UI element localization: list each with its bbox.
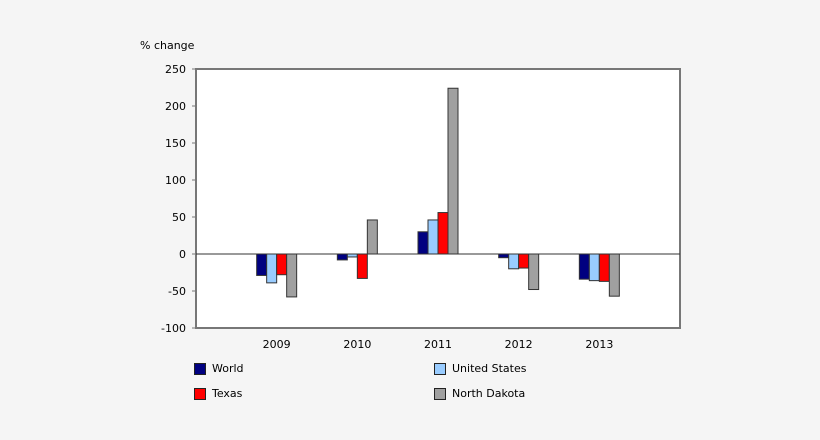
bar-north-dakota-2011 xyxy=(447,87,459,255)
bar-texas-2009 xyxy=(276,253,288,276)
bar-north-dakota-2012 xyxy=(528,253,540,291)
bar-world-2011 xyxy=(417,231,429,255)
legend-label: United States xyxy=(452,362,527,375)
plot-area xyxy=(195,68,681,329)
x-tick-label: 2012 xyxy=(505,338,533,351)
bar-world-2010 xyxy=(336,253,348,261)
y-tick-label: 200 xyxy=(165,100,186,113)
y-tick-label: -100 xyxy=(161,322,186,335)
legend-label: North Dakota xyxy=(452,387,526,400)
bar-world-2009 xyxy=(256,253,268,276)
bar-united-states-2009 xyxy=(266,253,278,284)
y-tick-label: 100 xyxy=(165,174,186,187)
x-tick-label: 2013 xyxy=(585,338,613,351)
legend-item-texas: Texas xyxy=(194,387,242,400)
y-tick-label: 250 xyxy=(165,63,186,76)
bar-united-states-2013 xyxy=(588,253,600,282)
bar-world-2013 xyxy=(578,253,590,280)
legend-swatch xyxy=(434,387,446,400)
y-axis-label: % change xyxy=(140,39,195,52)
x-tick-label: 2011 xyxy=(424,338,452,351)
bar-north-dakota-2013 xyxy=(608,253,620,297)
bar-united-states-2011 xyxy=(427,219,439,255)
legend-swatch xyxy=(194,387,206,400)
legend-swatch xyxy=(194,362,206,375)
bar-texas-2012 xyxy=(518,253,530,269)
legend-item-united-states: United States xyxy=(434,362,527,375)
bar-north-dakota-2010 xyxy=(366,219,378,255)
y-tick-label: 0 xyxy=(179,248,186,261)
y-tick-label: 150 xyxy=(165,137,186,150)
bar-texas-2010 xyxy=(356,253,368,279)
bar-north-dakota-2009 xyxy=(286,253,298,298)
legend-item-world: World xyxy=(194,362,244,375)
x-tick-label: 2009 xyxy=(263,338,291,351)
bar-texas-2011 xyxy=(437,212,449,255)
y-tick-label: -50 xyxy=(168,285,186,298)
bar-world-2012 xyxy=(498,253,510,259)
x-tick-label: 2010 xyxy=(343,338,371,351)
legend-label: Texas xyxy=(212,387,243,400)
legend-item-north-dakota: North Dakota xyxy=(434,387,525,400)
y-tick-label: 50 xyxy=(172,211,186,224)
legend-label: World xyxy=(212,362,244,375)
legend-swatch xyxy=(434,362,446,375)
bar-texas-2013 xyxy=(598,253,610,282)
bar-united-states-2012 xyxy=(508,253,520,270)
